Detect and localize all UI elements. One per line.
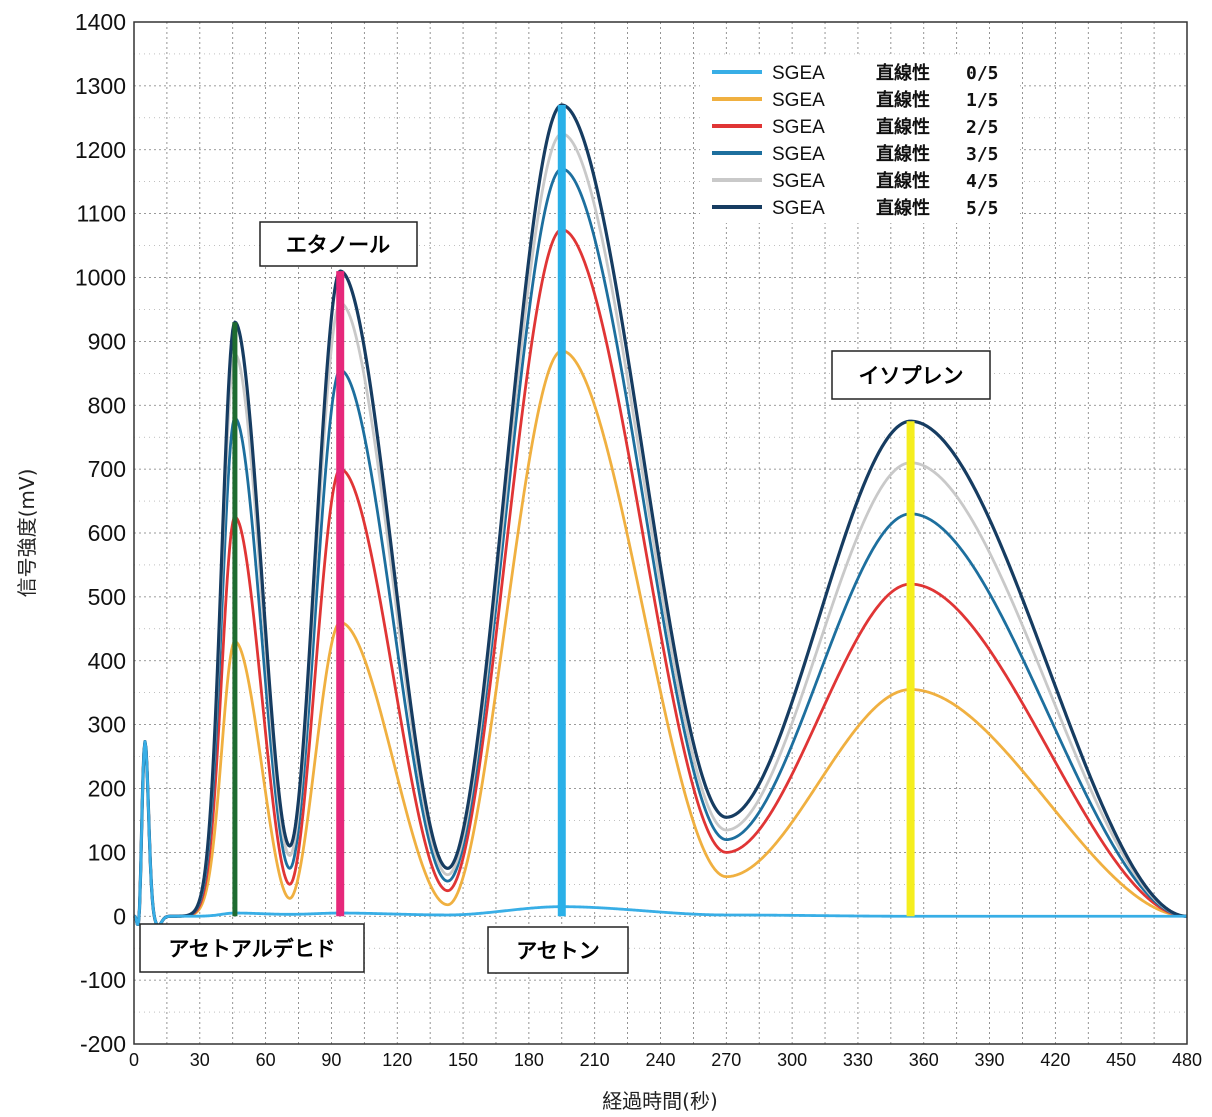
y-tick-label: 300: [88, 712, 126, 738]
legend-item: SGEA 直線性 0/5: [712, 62, 999, 84]
y-tick-label: 0: [113, 903, 126, 929]
x-tick-label: 330: [843, 1050, 873, 1070]
x-tick-labels: 0 30 60 90 120 150 180 210 240 270 300 330 360 390 420…: [129, 1050, 1202, 1070]
x-tick-label: 150: [448, 1050, 478, 1070]
y-tick-label: 500: [88, 584, 126, 610]
y-tick-label: 600: [88, 520, 126, 546]
annotation-acetaldehyde: アセトアルデヒド: [139, 923, 365, 973]
x-tick-label: 90: [321, 1050, 341, 1070]
y-tick-label: 900: [88, 328, 126, 354]
legend-item: SGEA 直線性 1/5: [712, 89, 999, 111]
y-tick-label: -100: [80, 967, 126, 993]
x-tick-label: 180: [514, 1050, 544, 1070]
annotation-acetone: アセトン: [487, 926, 629, 974]
legend-series-name: SGEA: [772, 90, 825, 111]
annotation-label: アセトアルデヒド: [168, 937, 335, 961]
y-tick-label: 1300: [75, 73, 126, 99]
x-tick-label: 120: [382, 1050, 412, 1070]
legend-level: 4/5: [966, 171, 999, 192]
x-tick-label: 300: [777, 1050, 807, 1070]
annotation-box: [831, 350, 991, 400]
x-tick-label: 210: [580, 1050, 610, 1070]
annotation-box: [139, 923, 365, 973]
annotation-label: アセトン: [516, 939, 600, 963]
annotation-ethanol: エタノール: [259, 221, 418, 267]
annotation-label: エタノール: [286, 233, 390, 257]
series-line-1-5: [133, 349, 1188, 928]
y-tick-label: 800: [88, 392, 126, 418]
legend-series-name: SGEA: [772, 63, 825, 84]
legend-series-name: SGEA: [772, 171, 825, 192]
y-tick-label: 1000: [75, 265, 126, 291]
legend-label: 直線性: [876, 197, 930, 219]
x-tick-label: 30: [190, 1050, 210, 1070]
x-tick-label: 270: [711, 1050, 741, 1070]
legend-item: SGEA 直線性 3/5: [712, 143, 999, 165]
legend: SGEA 直線性 0/5 SGEA 直線性 1/5 SGEA 直線性 2/5 SGEA 直線性 3/5…: [700, 55, 1020, 223]
y-tick-label: 200: [88, 776, 126, 802]
legend-label: 直線性: [876, 62, 930, 84]
series-line-0-5: [133, 740, 1188, 928]
legend-item: SGEA 直線性 5/5: [712, 197, 999, 219]
x-tick-label: 450: [1106, 1050, 1136, 1070]
y-axis-title: 信号強度(mV): [15, 469, 39, 598]
legend-series-name: SGEA: [772, 198, 825, 219]
x-tick-label: 420: [1040, 1050, 1070, 1070]
legend-label: 直線性: [876, 143, 930, 165]
legend-level: 2/5: [966, 117, 999, 138]
annotation-label: イソプレン: [859, 364, 964, 388]
annotation-box: [259, 221, 418, 267]
peak-markers: [232, 105, 915, 917]
y-tick-label: 100: [88, 839, 126, 865]
annotation-isoprene: イソプレン: [831, 350, 991, 400]
legend-label: 直線性: [876, 116, 930, 138]
legend-level: 0/5: [966, 63, 999, 84]
y-tick-label: 1400: [75, 9, 126, 35]
x-tick-label: 240: [645, 1050, 675, 1070]
series-line-5-5: [133, 103, 1188, 928]
x-tick-label: 0: [129, 1050, 139, 1070]
y-tick-label: 1100: [77, 201, 126, 227]
x-axis-title: 経過時間(秒): [602, 1089, 718, 1113]
legend-item: SGEA 直線性 2/5: [712, 116, 999, 138]
legend-level: 1/5: [966, 90, 999, 111]
legend-item: SGEA 直線性 4/5: [712, 170, 999, 192]
x-tick-label: 390: [975, 1050, 1005, 1070]
y-tick-label: 1200: [75, 137, 126, 163]
y-tick-labels: -200 -100 0 100 200 300 400 500 600 700 800 900 1000…: [75, 9, 126, 1057]
x-tick-label: 60: [256, 1050, 276, 1070]
legend-box: [700, 55, 1020, 223]
legend-label: 直線性: [876, 89, 930, 111]
series-lines: [133, 103, 1188, 928]
annotation-box: [487, 926, 629, 974]
series-line-2-5: [133, 228, 1188, 928]
legend-level: 3/5: [966, 144, 999, 165]
legend-series-name: SGEA: [772, 144, 825, 165]
x-tick-label: 360: [909, 1050, 939, 1070]
y-tick-label: -200: [80, 1031, 126, 1057]
plot-frame: [133, 21, 1188, 1045]
y-tick-label: 700: [88, 456, 126, 482]
x-tick-label: 480: [1172, 1050, 1202, 1070]
y-tick-label: 400: [88, 648, 126, 674]
series-line-3-5: [133, 167, 1188, 928]
legend-label: 直線性: [876, 170, 930, 192]
legend-level: 5/5: [966, 198, 999, 219]
legend-series-name: SGEA: [772, 117, 825, 138]
